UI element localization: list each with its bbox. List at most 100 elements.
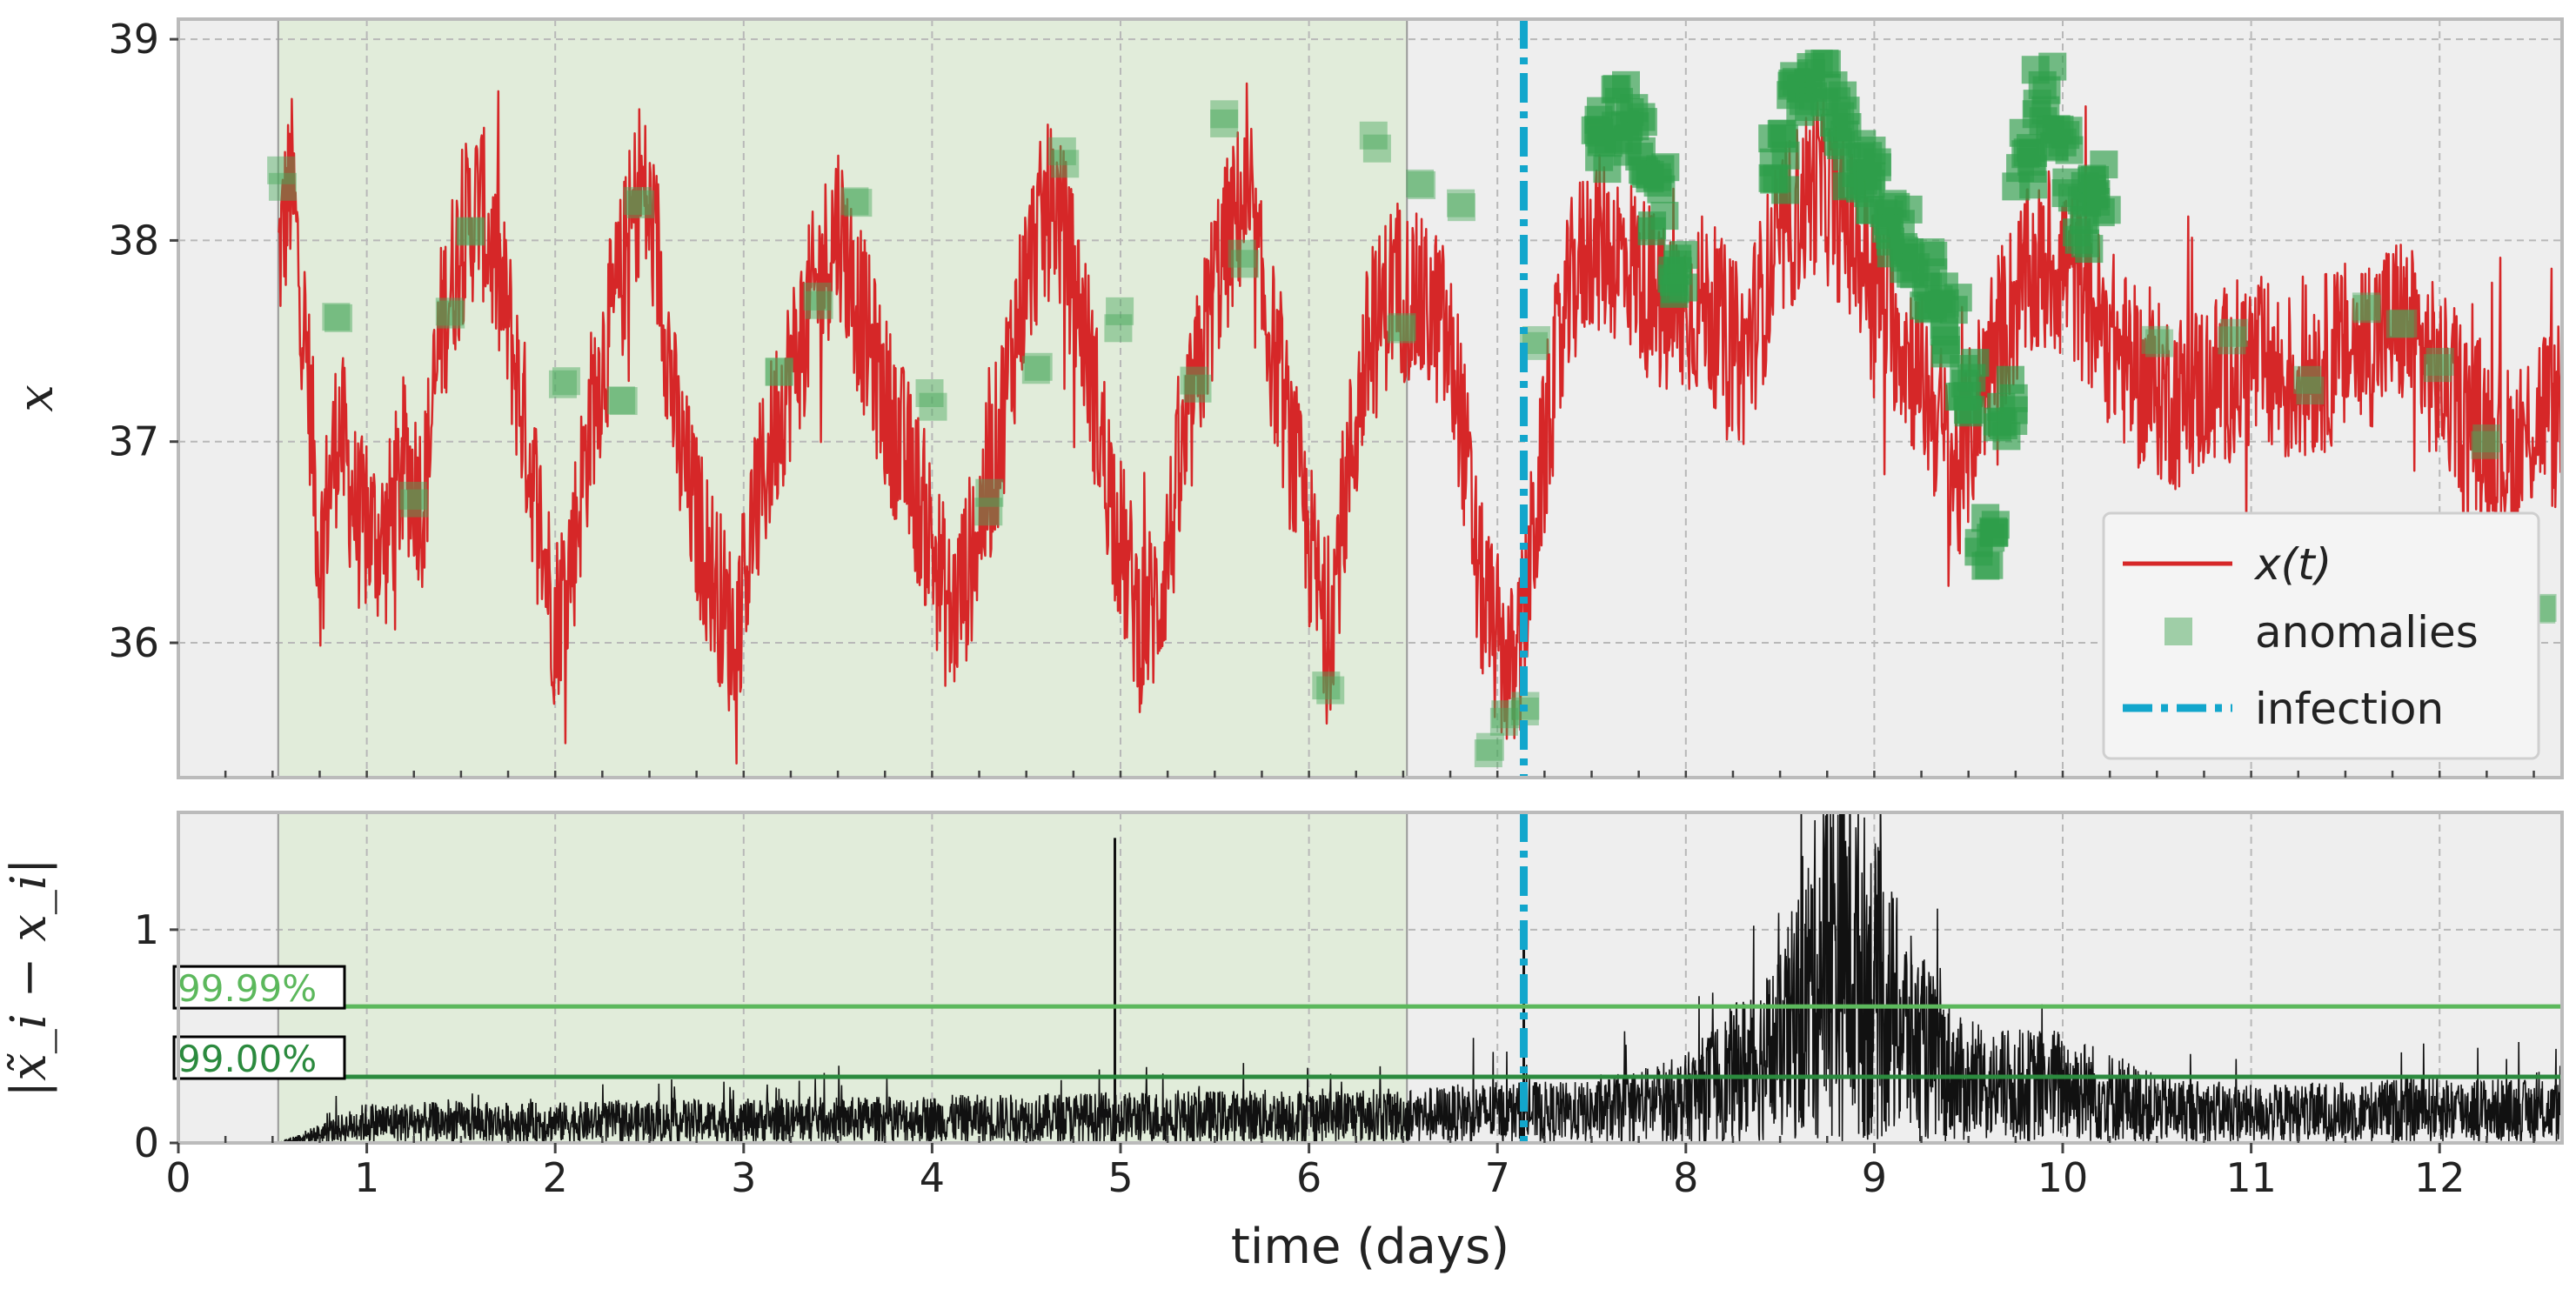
anomaly-marker (1620, 94, 1649, 123)
top-x-minor-ticks (224, 771, 2535, 778)
anomaly-marker (2218, 326, 2246, 355)
anomaly-marker (805, 291, 833, 319)
x-tick-label: 12 (2414, 1154, 2466, 1201)
anomaly-marker (437, 300, 465, 329)
bottom-x-ticks: 0 1 2 3 4 5 6 7 8 9 10 11 12 (165, 1136, 2535, 1201)
anomaly-marker (1863, 148, 1891, 177)
anomaly-marker (840, 187, 869, 216)
anomaly-marker (626, 190, 655, 218)
series-x-t-line (278, 82, 2562, 765)
anomaly-marker (1637, 217, 1666, 245)
anomaly-marker (1047, 137, 1076, 165)
anomaly-marker (2028, 70, 2057, 99)
anomaly-marker (1359, 121, 1388, 150)
anomaly-marker (2141, 325, 2170, 354)
anomaly-marker (2293, 365, 2322, 394)
anomaly-marker (2389, 309, 2418, 337)
y-tick-label: 36 (108, 619, 159, 666)
anomaly-marker (1944, 284, 1972, 312)
anomaly-marker (765, 357, 793, 386)
top-plot-frame (177, 17, 2564, 779)
y-tick-label: 38 (108, 217, 159, 264)
anomaly-marker (457, 217, 485, 246)
anomaly-marker (2296, 376, 2325, 404)
anomaly-marker (2045, 115, 2074, 144)
bottom-y-ticks: 01 (134, 906, 178, 1166)
anomaly-marker (1388, 313, 1416, 342)
anomaly-marker (1021, 356, 1050, 384)
anomaly-marker (552, 367, 580, 396)
threshold-label-box (172, 965, 346, 1010)
anomaly-marker (1210, 100, 1239, 129)
x-tick-label: 3 (731, 1154, 756, 1201)
threshold-lines: 99.99% 99.00% (172, 965, 2562, 1080)
anomaly-marker (1230, 250, 1259, 278)
anomaly-marker (2352, 295, 2381, 324)
anomaly-marker (1491, 700, 1520, 729)
x-tick-label: 6 (1296, 1154, 1321, 1201)
anomaly-marker (2019, 170, 2048, 199)
anomaly-marker (1758, 124, 1787, 153)
anomaly-marker (2145, 329, 2174, 357)
anomaly-marker (2086, 198, 2115, 227)
anomaly-marker (2425, 347, 2454, 376)
top-panel: 36 37 38 39 x x(t) anomalies infection (8, 16, 2564, 779)
anomaly-marker (1475, 732, 1504, 761)
anomaly-marker (267, 156, 296, 184)
x-tick-label: 11 (2225, 1154, 2277, 1201)
anomaly-marker (1894, 195, 1923, 224)
anomaly-marker (1977, 524, 2005, 552)
anomaly-marker (1362, 134, 1391, 163)
anomaly-marker (1996, 365, 2024, 394)
anomaly-marker (919, 392, 947, 421)
anomaly-marker (435, 297, 464, 326)
anomaly-marker (844, 189, 873, 217)
threshold-label: 99.99% (177, 967, 317, 1010)
anomaly-marker (1408, 170, 1436, 199)
anomaly-marker (2423, 354, 2452, 383)
threshold-label-box (172, 1035, 346, 1080)
residual-series-line (278, 812, 2562, 1143)
anomaly-marker (322, 303, 351, 331)
anomaly-marker (268, 172, 297, 201)
legend-swatch-anomalies (2165, 618, 2192, 645)
anomaly-marker (2471, 431, 2499, 459)
anomaly-marker (548, 370, 577, 398)
anomaly-marker (2090, 150, 2118, 179)
legend-label-xt: x(t) (2253, 539, 2332, 590)
anomaly-marker (915, 379, 944, 408)
top-y-ticks: 36 37 38 39 (108, 16, 178, 666)
anomaly-marker (1387, 315, 1415, 344)
y-tick-label: 39 (108, 16, 159, 63)
x-tick-label: 0 (165, 1154, 191, 1201)
anomaly-marker (1312, 671, 1341, 700)
x-tick-label: 7 (1485, 1154, 1510, 1201)
anomaly-marker (1819, 71, 1848, 100)
legend-box (2102, 511, 2540, 760)
anomaly-marker (1106, 297, 1134, 325)
anomaly-marker (1051, 150, 1080, 178)
anomaly-marker (1833, 113, 1862, 142)
anomaly-marker (1228, 239, 1256, 268)
anomaly-marker (1489, 707, 1518, 736)
anomaly-marker (1447, 193, 1475, 222)
anomaly-marker (1316, 676, 1345, 705)
x-tick-label: 10 (2037, 1154, 2089, 1201)
anomaly-marker (1210, 109, 1239, 137)
y-tick-label: 1 (134, 906, 159, 953)
anomaly-marker (2385, 310, 2414, 338)
anomaly-marker (974, 498, 1003, 526)
anomaly-marker (1643, 169, 1672, 197)
legend-label-anomalies: anomalies (2255, 607, 2479, 658)
bottom-y-axis-label: |x̃_i − x_i| (1, 858, 57, 1097)
top-y-axis-label: x (8, 384, 64, 412)
x-axis-title: time (days) (1231, 1219, 1509, 1275)
anomaly-marker (1999, 407, 2028, 436)
anomaly-marker (623, 187, 652, 216)
anomaly-marker (1406, 169, 1435, 197)
anomaly-marker (400, 489, 429, 518)
anomaly-marker (803, 282, 832, 311)
anomaly-marker (456, 217, 485, 245)
anomaly-marker (1669, 273, 1698, 302)
anomaly-marker (1183, 374, 1212, 403)
